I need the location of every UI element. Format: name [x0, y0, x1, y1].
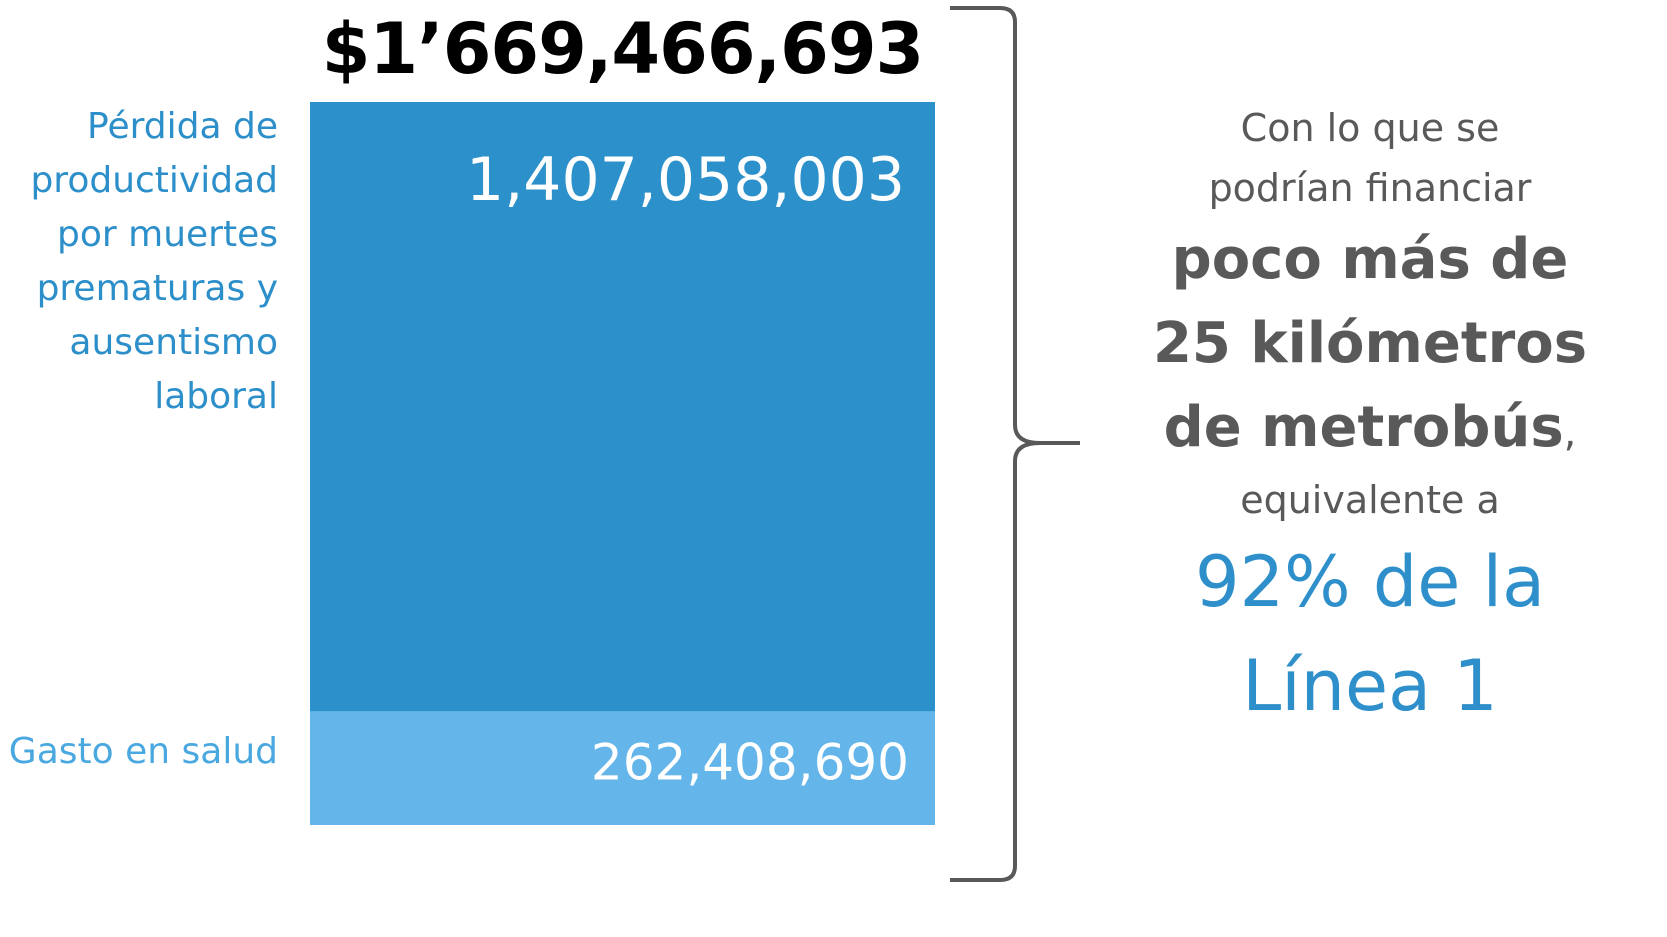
summary-line-2: podrían financiar: [1208, 166, 1532, 210]
summary-bold-1: poco más de: [1171, 227, 1569, 292]
value-label-health: 262,408,690: [591, 733, 909, 791]
summary-highlight-2: Línea 1: [1242, 645, 1498, 727]
summary-bold-2: 25 kilómetros: [1152, 311, 1588, 376]
summary-line-3: equivalente a: [1240, 478, 1500, 522]
summary-bold-3-line: de metrobús,: [1100, 386, 1640, 470]
curly-brace-icon: [950, 6, 1080, 882]
summary-text: Con lo que se podrían financiar poco más…: [1100, 98, 1640, 738]
value-label-productivity: 1,407,058,003: [466, 145, 905, 215]
chart-total-title: $1’669,466,693: [321, 8, 925, 90]
summary-line-1: Con lo que se: [1240, 106, 1500, 150]
summary-comma: ,: [1563, 410, 1577, 456]
bar-segment-health: [310, 711, 935, 825]
summary-highlight-1: 92% de la: [1195, 541, 1545, 623]
bar-segment-productivity: [310, 102, 935, 712]
health-label: Gasto en salud: [8, 731, 278, 772]
summary-bold-3: de metrobús: [1163, 395, 1564, 460]
productivity-label: Pérdida de productividad por muertes pre…: [30, 106, 278, 417]
